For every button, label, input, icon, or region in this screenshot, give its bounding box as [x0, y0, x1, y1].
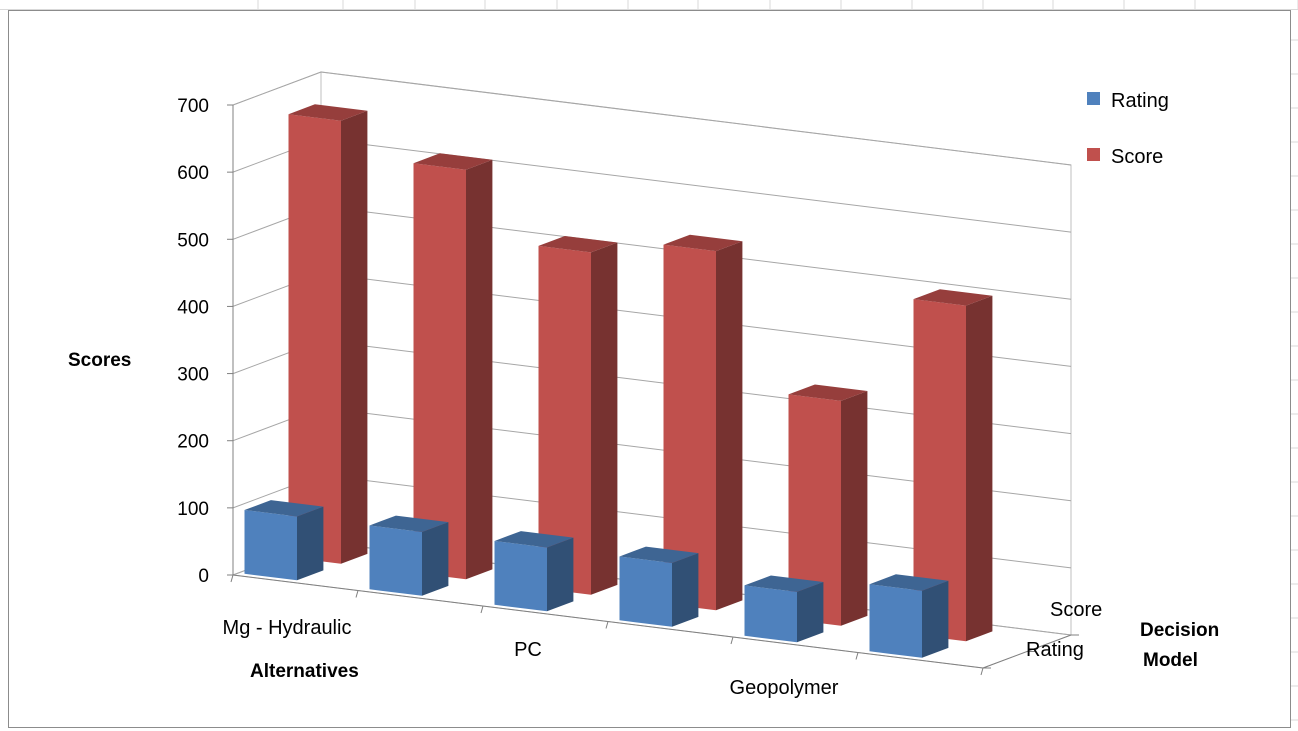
rating-bar-top — [619, 546, 699, 563]
x-axis-title: Alternatives — [250, 661, 359, 682]
x-tick-mark — [480, 605, 484, 614]
score-bar-side — [466, 159, 493, 580]
legend-label-score: Score — [1111, 146, 1163, 168]
depth-axis: Score Rating — [982, 599, 1102, 669]
rating-bar-front — [244, 510, 297, 581]
score-bar — [663, 234, 743, 611]
y-tick-label: 400 — [177, 297, 209, 318]
rating-bar-front — [619, 556, 672, 627]
score-bar — [413, 153, 493, 580]
rating-bar-top — [244, 500, 324, 517]
rating-bar-front — [744, 585, 797, 643]
y-tick-label: 700 — [177, 96, 209, 117]
rating-bar-side — [422, 522, 449, 596]
legend: Rating Score — [1087, 90, 1169, 168]
score-bar-top — [913, 289, 993, 306]
legend-swatch-rating — [1087, 92, 1100, 105]
rating-bar-front — [369, 525, 422, 596]
rating-bar-front — [494, 541, 547, 612]
rating-bar-top — [869, 574, 949, 591]
rating-bar-side — [672, 553, 699, 627]
score-bar-top — [663, 234, 743, 252]
x-tick-mark — [605, 621, 609, 629]
rating-bar — [869, 574, 949, 658]
score-bar-side — [341, 110, 368, 564]
rating-bar-side — [297, 506, 324, 581]
score-bar-side — [966, 295, 993, 642]
score-bar — [288, 104, 368, 564]
legend-swatch-score — [1087, 148, 1100, 161]
score-bar-front — [663, 244, 716, 611]
y-tick-label: 100 — [177, 499, 209, 520]
x-tick-mark — [355, 590, 359, 598]
rating-bar-front — [869, 584, 922, 658]
gridline — [232, 71, 1072, 166]
y-tick-label: 0 — [198, 566, 209, 587]
score-bar-top — [788, 384, 868, 401]
score-bar — [788, 384, 868, 626]
depth-category-label: Score — [1050, 599, 1102, 621]
score-bar-front — [288, 114, 341, 564]
rating-bar-side — [922, 580, 949, 658]
y-axis-title: Scores — [68, 350, 131, 371]
y-tick-label: 200 — [177, 432, 209, 453]
x-category-label: Mg - Hydraulic — [223, 617, 352, 639]
y-tick-label: 600 — [177, 163, 209, 184]
rating-bar — [369, 515, 449, 596]
y-tick-label: 300 — [177, 365, 209, 386]
y-tick-labels: 0 100 200 300 400 500 600 700 — [177, 96, 209, 587]
score-series-bars — [288, 104, 993, 642]
rating-series-bars — [244, 500, 949, 658]
x-category-label: Geopolymer — [730, 677, 839, 699]
rating-bar-top — [494, 531, 574, 548]
y-tick-label: 500 — [177, 230, 209, 251]
score-bar-side — [716, 241, 743, 611]
score-bar-front — [413, 163, 466, 580]
x-tick-mark — [980, 667, 984, 676]
score-bar-top — [413, 153, 493, 170]
score-bar-front — [788, 394, 841, 626]
rating-bar — [744, 575, 824, 643]
score-bar-front — [538, 245, 591, 595]
rating-bar — [619, 546, 699, 627]
rating-bar-top — [744, 575, 824, 592]
score-bar-side — [591, 242, 618, 595]
x-tick-mark — [730, 636, 734, 645]
x-axis: Mg - Hydraulic PC Geopolymer — [223, 574, 984, 699]
depth-axis-title-line2: Model — [1143, 650, 1198, 671]
x-category-label: PC — [514, 639, 542, 661]
score-bar-top — [288, 104, 368, 121]
rating-bar-side — [797, 582, 824, 643]
legend-label-rating: Rating — [1111, 90, 1169, 112]
rating-bar — [244, 500, 324, 581]
rating-bar-side — [547, 537, 574, 612]
score-bar — [538, 236, 618, 595]
rating-bar — [494, 531, 574, 612]
depth-category-label: Rating — [1026, 639, 1084, 661]
score-bar-front — [913, 299, 966, 642]
depth-axis-title-line1: Decision — [1140, 620, 1219, 641]
x-tick-mark — [230, 574, 234, 583]
rating-bar-top — [369, 515, 449, 532]
score-bar-side — [841, 391, 868, 626]
x-tick-mark — [855, 652, 859, 660]
score-bar — [913, 289, 993, 642]
score-bar-top — [538, 236, 618, 253]
